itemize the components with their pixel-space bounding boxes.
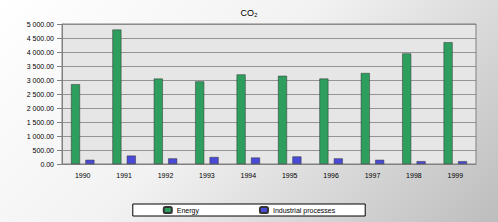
svg-text:1 000.00: 1 000.00 [27,133,54,140]
svg-text:1992: 1992 [158,172,174,179]
svg-text:1995: 1995 [282,172,298,179]
svg-text:Industrial processes: Industrial processes [273,207,336,215]
svg-text:1990: 1990 [75,172,91,179]
svg-text:4 500.00: 4 500.00 [27,35,54,42]
svg-text:1998: 1998 [406,172,422,179]
svg-text:1999: 1999 [448,172,464,179]
svg-text:500.00: 500.00 [33,147,55,154]
svg-text:2 000.00: 2 000.00 [27,105,54,112]
svg-text:1997: 1997 [365,172,381,179]
svg-text:4 000.00: 4 000.00 [27,49,54,56]
svg-text:3 000.00: 3 000.00 [27,77,54,84]
svg-text:1994: 1994 [241,172,257,179]
svg-text:3 500.00: 3 500.00 [27,63,54,70]
svg-text:0.00: 0.00 [40,161,54,168]
svg-text:1 500.00: 1 500.00 [27,119,54,126]
svg-text:1991: 1991 [116,172,132,179]
svg-text:Energy: Energy [177,207,200,215]
svg-text:5 000.00: 5 000.00 [27,21,54,28]
svg-text:2 500.00: 2 500.00 [27,91,54,98]
svg-text:1993: 1993 [199,172,215,179]
svg-text:CO₂: CO₂ [241,8,259,18]
svg-text:1996: 1996 [323,172,339,179]
